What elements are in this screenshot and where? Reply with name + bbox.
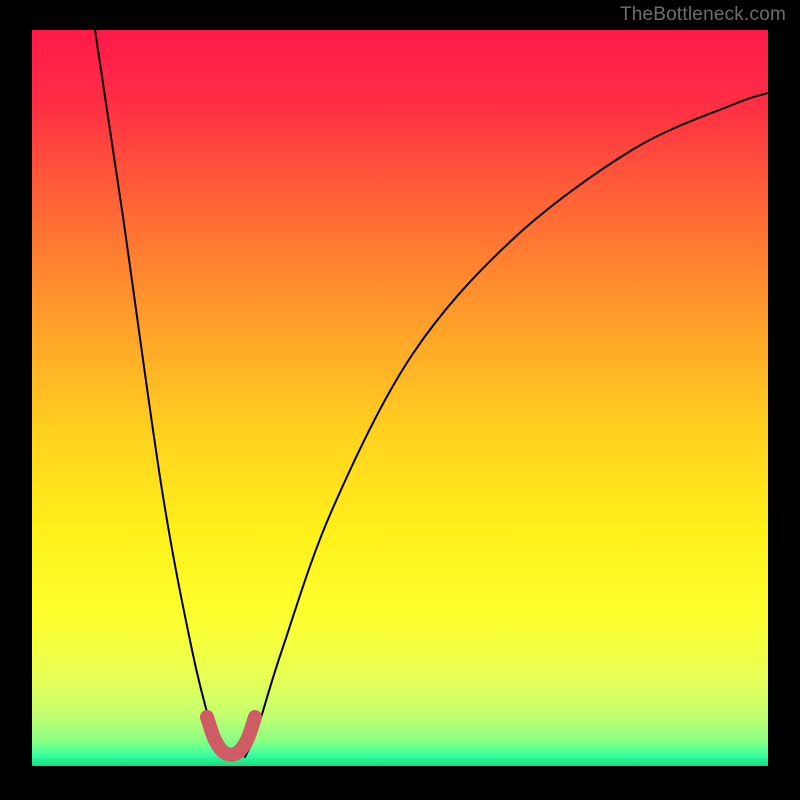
trough-highlight	[207, 717, 255, 755]
curve-right-branch	[245, 93, 768, 757]
curve-left-branch	[95, 30, 222, 757]
watermark-text: TheBottleneck.com	[620, 4, 786, 26]
plot-area	[32, 30, 768, 766]
chart-overlay	[32, 30, 768, 766]
